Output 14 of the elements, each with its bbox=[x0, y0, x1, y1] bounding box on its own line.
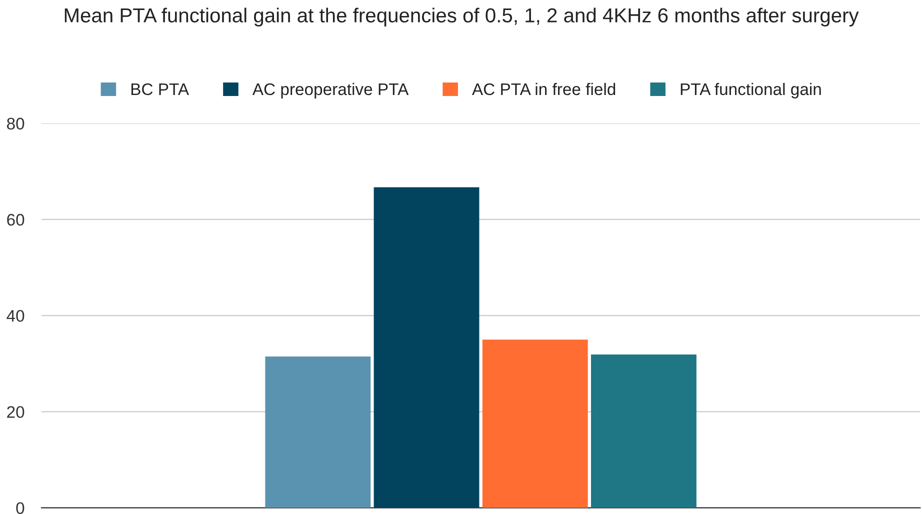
legend-label: PTA functional gain bbox=[680, 82, 821, 98]
y-tick-label: 60 bbox=[7, 214, 24, 226]
legend-label: AC preoperative PTA bbox=[252, 82, 409, 98]
legend-label: BC PTA bbox=[131, 83, 190, 96]
legend-label: AC PTA in free field bbox=[472, 82, 616, 96]
bar bbox=[482, 340, 588, 508]
bar bbox=[374, 187, 480, 508]
y-tick-label: 80 bbox=[7, 118, 24, 130]
y-tick-label: 20 bbox=[7, 406, 24, 418]
y-tick-label: 40 bbox=[6, 310, 24, 322]
y-tick-label: 0 bbox=[16, 502, 24, 514]
chart-title: Mean PTA functional gain at the frequencies of 0.5, 1, 2 and 4KHz 6 months after surgery bbox=[64, 8, 859, 26]
bar bbox=[591, 354, 696, 508]
bar bbox=[265, 356, 371, 508]
